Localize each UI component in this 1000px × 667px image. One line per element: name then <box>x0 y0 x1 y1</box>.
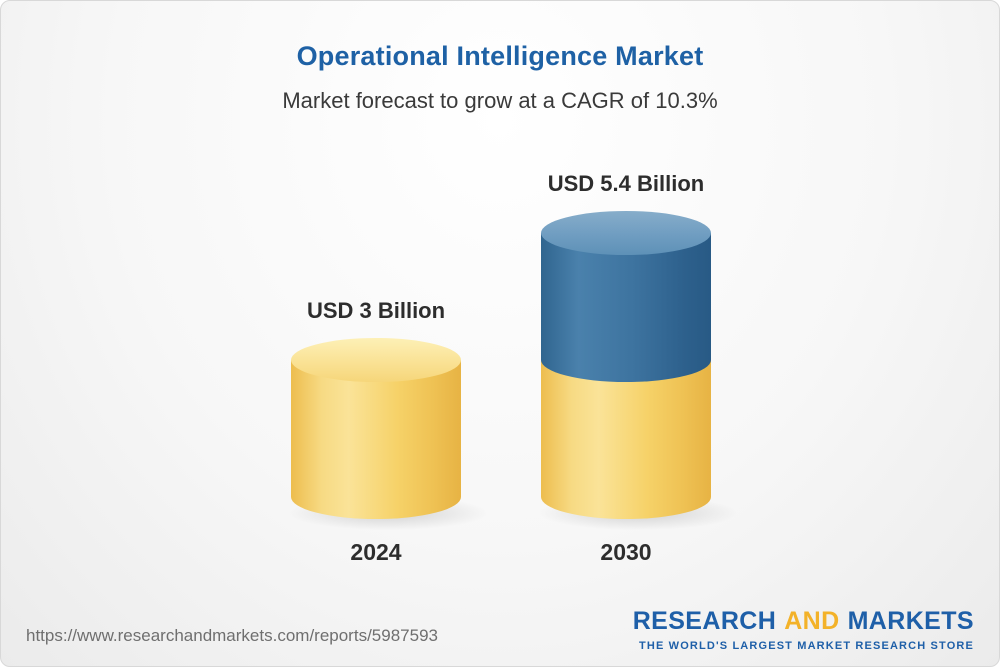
plot-area: USD 3 Billion 2024 USD 5.4 Billion 2030 <box>1 131 999 566</box>
logo-tagline: THE WORLD'S LARGEST MARKET RESEARCH STOR… <box>639 640 974 652</box>
chart-title: Operational Intelligence Market <box>296 41 704 71</box>
cylinder-top-ellipse-2030 <box>541 211 711 255</box>
cylinder-body-base-2030 <box>541 360 711 519</box>
source-url: https://www.researchandmarkets.com/repor… <box>26 626 438 645</box>
value-label-2030: USD 5.4 Billion <box>547 171 705 196</box>
cylinder-top-ellipse-2024 <box>291 338 461 382</box>
chart-subtitle: Market forecast to grow at a CAGR of 10.… <box>282 88 718 113</box>
cylinder-body-growth-2030 <box>541 233 711 382</box>
logo-word-markets: MARKETS <box>847 607 974 635</box>
logo-word-and: AND <box>784 607 840 635</box>
value-label-2024: USD 3 Billion <box>306 298 446 323</box>
footer: https://www.researchandmarkets.com/repor… <box>1 596 999 666</box>
axis-label-2030: 2030 <box>600 539 652 565</box>
chart-header: Operational Intelligence Market Market f… <box>1 1 999 114</box>
cylinder-body-2024 <box>291 360 461 519</box>
bar-group-2030: USD 5.4 Billion 2030 <box>535 171 741 566</box>
logo-word-research: RESEARCH <box>632 607 777 635</box>
cylinder-2024 <box>285 338 491 531</box>
axis-label-2024: 2024 <box>350 539 402 565</box>
logo-wordmark: RESEARCH AND MARKETS <box>633 607 974 636</box>
cylinder-2030 <box>535 211 741 531</box>
researchandmarkets-logo: RESEARCH AND MARKETS THE WORLD'S LARGEST… <box>633 607 974 652</box>
bar-group-2024: USD 3 Billion 2024 <box>285 298 491 566</box>
